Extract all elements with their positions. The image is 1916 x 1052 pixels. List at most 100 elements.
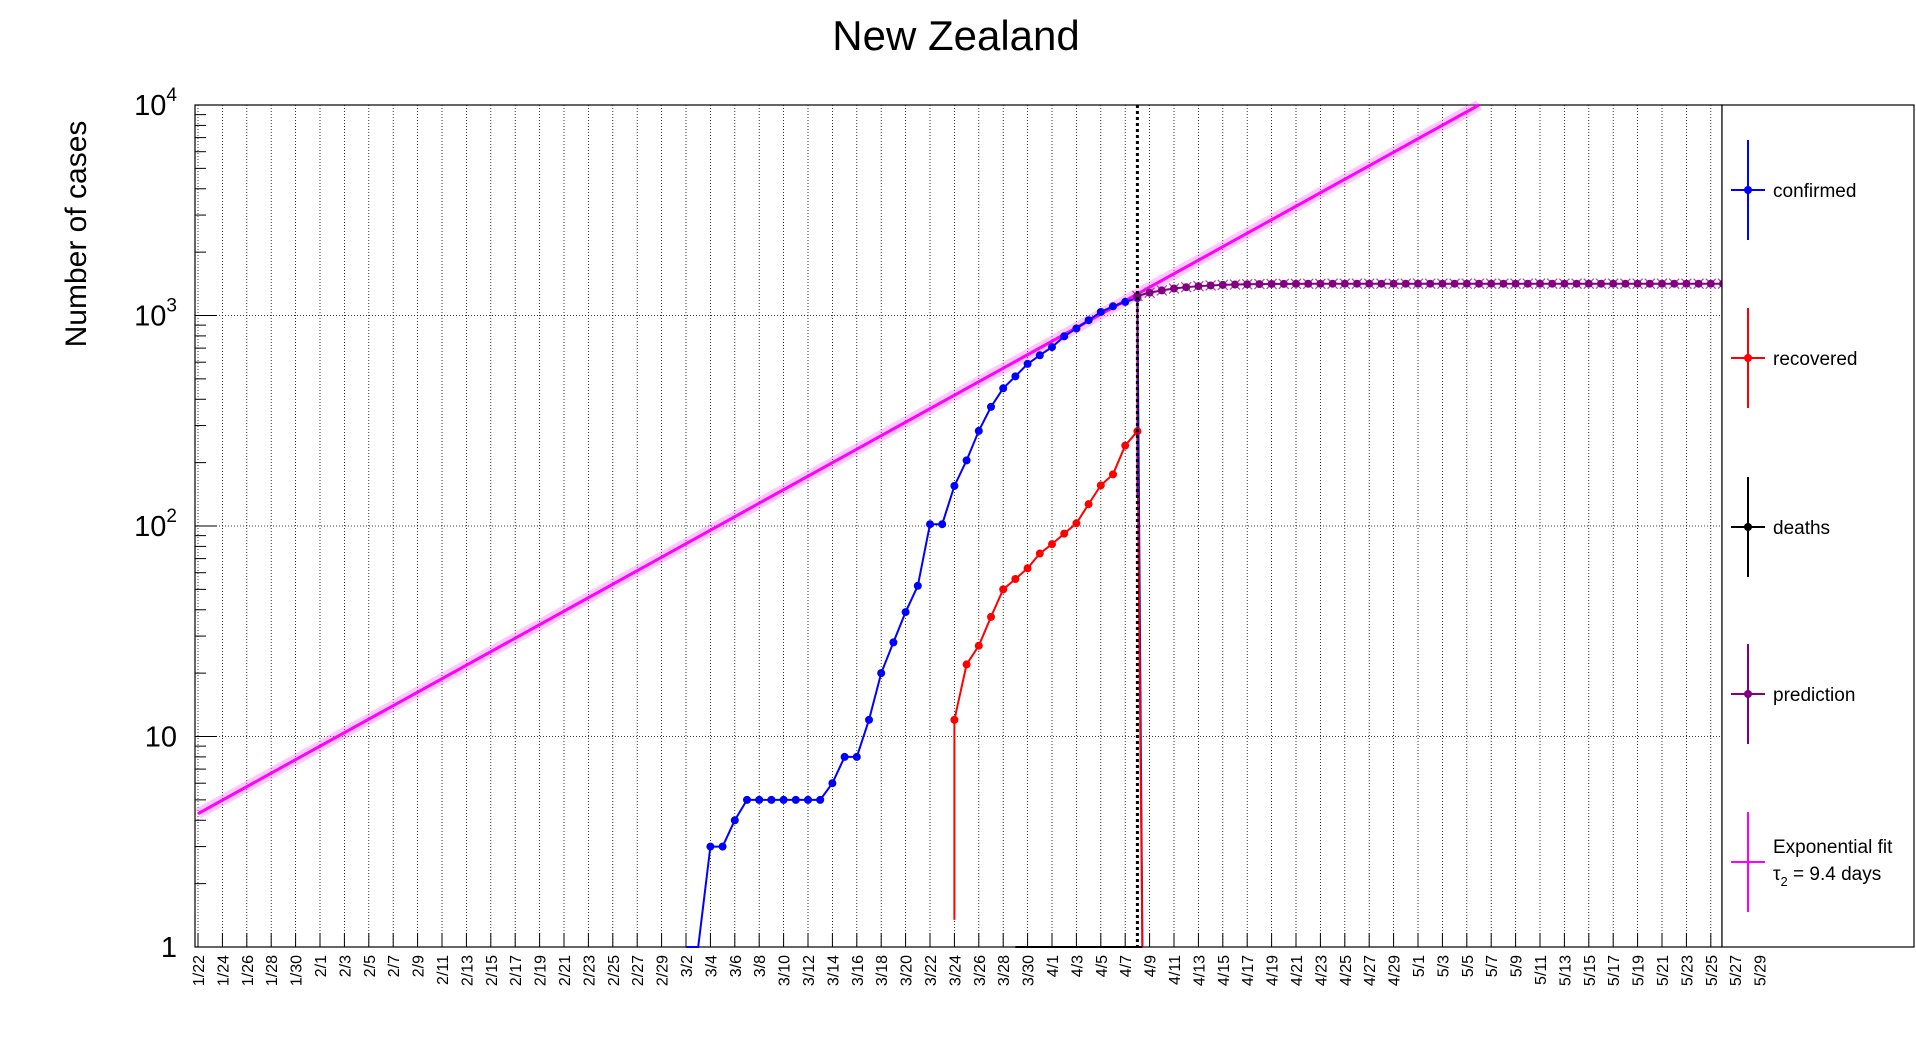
point-prediction [1377,279,1386,288]
point-prediction [1157,286,1166,295]
point-prediction [1182,283,1191,292]
x-tick-label: 3/18 [874,955,891,986]
y-tick-base: 10 [134,90,166,122]
y-tick-exponent: 4 [166,85,177,106]
x-tick-label: 2/7 [386,955,403,977]
point-prediction [1670,279,1679,288]
point-prediction [1231,280,1239,289]
x-tick-label: 1/28 [264,955,281,986]
point-prediction [1328,279,1337,288]
x-tick-label: 2/23 [581,955,598,986]
x-tick-label: 3/12 [801,955,818,986]
point-recovered [962,660,971,669]
x-tick-label: 3/26 [972,955,989,986]
point-confirmed [1109,302,1117,311]
point-prediction [1401,279,1410,288]
point-recovered [1121,441,1130,450]
point-prediction [1304,279,1313,288]
y-tick-base: 1 [161,932,177,964]
point-confirmed [1060,332,1069,341]
y-tick-label: 1 [161,932,177,964]
legend-label: confirmed [1773,181,1856,202]
x-tick-label: 5/13 [1557,955,1574,986]
point-confirmed [1011,372,1020,381]
x-tick-label: 4/7 [1118,955,1135,977]
point-prediction [1487,279,1496,288]
x-tick-label: 5/15 [1582,955,1599,986]
x-tick-label: 2/1 [313,955,330,977]
point-confirmed [1023,359,1032,368]
point-prediction [1706,279,1715,288]
x-tick-label: 2/5 [362,955,379,977]
x-tick-label: 5/19 [1631,955,1648,986]
point-confirmed [791,795,800,804]
grid [195,105,1760,947]
x-tick-label: 2/9 [411,955,428,977]
x-tick-label: 2/15 [484,955,501,986]
x-tick-label: 5/7 [1484,955,1501,977]
x-tick-label: 3/30 [1021,955,1038,986]
x-tick-label: 5/23 [1679,955,1696,986]
x-tick-label: 2/27 [630,955,647,986]
point-confirmed [962,456,971,465]
legend: confirmed recovered deaths prediction Expone… [1721,104,1915,948]
y-tick-exponent: 3 [166,296,177,317]
x-tick-label: 1/24 [215,955,232,986]
point-prediction [1340,279,1349,288]
x-tick-label: 4/23 [1313,955,1330,986]
x-tick-label: 5/25 [1704,955,1721,986]
y-tick-exponent: 2 [166,506,177,527]
point-confirmed [706,842,715,851]
point-prediction [1694,279,1703,288]
point-prediction [1218,280,1227,289]
point-confirmed [1121,297,1130,306]
x-tick-label: 2/19 [533,955,550,986]
point-prediction [1353,279,1361,288]
point-recovered [1048,540,1056,549]
point-prediction [1145,288,1154,297]
x-tick-label: 2/29 [655,955,672,986]
point-prediction [1584,279,1593,288]
x-tick-label: 5/9 [1509,955,1526,977]
point-confirmed [926,520,934,529]
point-confirmed [730,816,739,825]
x-tick-label: 4/5 [1094,955,1111,977]
point-recovered [1011,575,1020,584]
x-tick-label: 4/21 [1289,955,1306,986]
y-tick-label: 102 [134,506,177,543]
point-prediction [1243,280,1252,289]
x-tick-label: 4/11 [1167,955,1184,985]
point-confirmed [779,795,788,804]
point-prediction [1682,279,1691,288]
point-confirmed [1084,316,1093,325]
x-tick-label: 4/25 [1338,955,1355,986]
point-prediction [1170,284,1178,293]
y-tick-base: 10 [145,722,177,754]
x-tick-label: 1/22 [191,955,208,986]
point-prediction [1621,279,1630,288]
point-recovered [1109,470,1117,479]
point-confirmed [889,638,898,647]
x-tick-label: 4/9 [1143,955,1160,977]
point-prediction [1194,282,1203,291]
x-tick-label: 3/8 [752,955,769,977]
x-tick-label: 3/4 [703,955,720,977]
point-confirmed [901,608,910,617]
y-tick-base: 10 [134,301,166,333]
point-prediction [1267,279,1276,288]
x-tick-label: 5/3 [1435,955,1452,977]
x-axis: 1/22 1/24 1/26 1/28 1/30 2/1 2/3 2/5 2/7 2/9 2/11 2… [191,933,1770,986]
legend-label: deaths [1773,518,1830,539]
legend-marker [1744,186,1752,194]
y-tick-label: 103 [134,296,177,333]
point-prediction [1658,279,1666,288]
x-tick-label: 4/29 [1387,955,1404,986]
x-tick-label: 2/13 [459,955,476,986]
legend-sublabel-rest: = 9.4 days [1788,864,1881,885]
x-tick-label: 4/15 [1216,955,1233,986]
point-confirmed [767,795,776,804]
point-recovered [999,585,1008,594]
point-prediction [1316,279,1325,288]
